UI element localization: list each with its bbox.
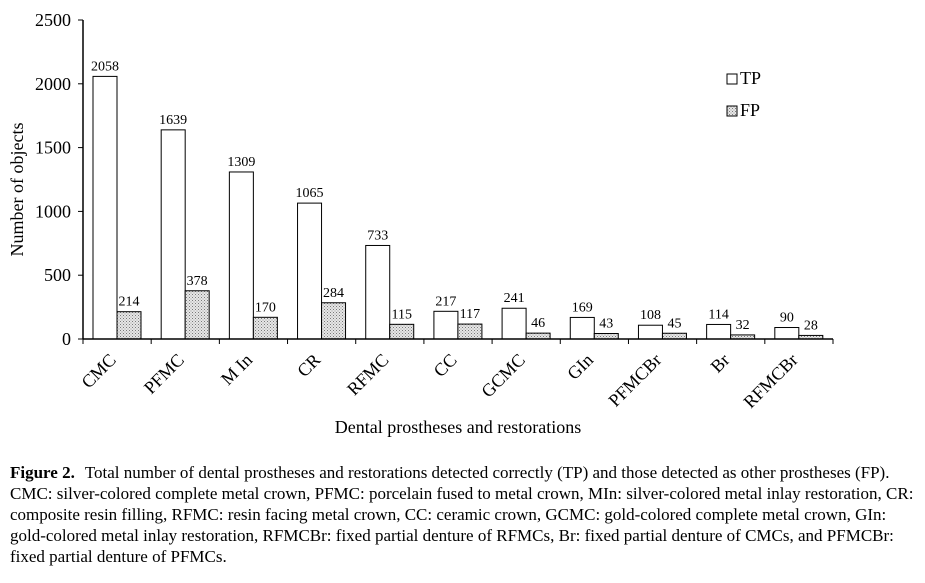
y-tick-label: 2000 xyxy=(35,74,71,94)
fp-bar-gcmc xyxy=(525,332,551,340)
x-tick-label: M In xyxy=(217,350,256,389)
figure-label: Figure 2. xyxy=(10,463,75,482)
tp-data-label: 241 xyxy=(504,291,525,306)
tp-data-label: 1065 xyxy=(296,186,324,201)
tp-data-label: 108 xyxy=(640,308,661,323)
tp-bar-rfmc xyxy=(365,244,391,340)
x-tick-label: PFMCBr xyxy=(604,350,665,411)
x-axis-label: Dental prostheses and restorations xyxy=(335,417,581,437)
fp-bar-pfmc xyxy=(184,290,210,340)
tp-bar-br xyxy=(706,323,732,340)
fp-data-label: 214 xyxy=(119,295,140,310)
fp-legend-swatch xyxy=(726,105,738,117)
tp-data-label: 1309 xyxy=(227,155,255,170)
tp-bar-gcmc xyxy=(501,307,527,340)
bar-chart: 0 500 1000 1500 2000 2500 2058 214 1639 378 1309 1… xyxy=(7,10,834,437)
fp-bar-cmc xyxy=(116,311,142,340)
tp-legend-swatch xyxy=(726,73,738,85)
fp-bar-gin xyxy=(593,333,619,340)
tp-bar-rfmcbr xyxy=(774,327,800,340)
bars: 2058 214 1639 378 1309 170 1065 284 733 115 217 117… xyxy=(91,59,824,340)
y-tick-label: 1000 xyxy=(35,201,71,221)
legend: TP FP xyxy=(726,68,761,120)
y-tick-label: 0 xyxy=(62,329,71,349)
tp-legend-label: TP xyxy=(740,68,761,88)
figure-caption-text: Total number of dental prostheses and re… xyxy=(10,463,914,566)
x-tick-label: CMC xyxy=(77,350,119,392)
tp-bar-gin xyxy=(569,316,595,340)
fp-data-label: 28 xyxy=(804,318,818,333)
fp-legend-label: FP xyxy=(740,100,760,120)
x-tick-label: CR xyxy=(293,350,324,381)
fp-data-label: 378 xyxy=(187,274,208,289)
tp-bar-cr xyxy=(297,202,323,340)
x-tick-label: GCMC xyxy=(477,350,529,402)
tp-bar-m-in xyxy=(228,171,254,340)
tp-data-label: 733 xyxy=(367,228,388,243)
tp-data-label: 114 xyxy=(708,307,728,322)
fp-bar-m-in xyxy=(252,316,278,340)
fp-bar-pfmcbr xyxy=(661,332,687,340)
fp-data-label: 170 xyxy=(255,300,276,315)
y-tick-label: 2500 xyxy=(35,10,71,30)
fp-data-label: 45 xyxy=(667,316,681,331)
y-tick-label: 1500 xyxy=(35,138,71,158)
fp-data-label: 43 xyxy=(599,317,613,332)
tp-data-label: 217 xyxy=(435,294,456,309)
fp-bar-rfmc xyxy=(389,323,415,340)
x-tick-label: Br xyxy=(707,350,734,377)
tp-bar-cc xyxy=(433,310,459,340)
fp-data-label: 284 xyxy=(323,286,344,301)
fp-data-label: 32 xyxy=(736,318,750,333)
y-axis-label: Number of objects xyxy=(7,123,27,257)
tp-data-label: 2058 xyxy=(91,59,119,74)
x-tick-label: CC xyxy=(430,350,461,381)
x-tick-label: GIn xyxy=(563,350,597,384)
y-tick-label: 500 xyxy=(44,265,71,285)
tp-data-label: 90 xyxy=(780,311,794,326)
tp-data-label: 1639 xyxy=(159,113,187,128)
x-tick-label: PFMC xyxy=(140,350,188,398)
tp-data-label: 169 xyxy=(572,300,593,315)
x-tick-label: RFMC xyxy=(343,350,393,400)
y-axis-ticks: 0 500 1000 1500 2000 2500 xyxy=(35,10,83,349)
fp-data-label: 46 xyxy=(531,316,545,331)
tp-bar-pfmc xyxy=(160,129,186,340)
x-tick-label: RFMCBr xyxy=(739,350,801,412)
fp-bar-cr xyxy=(321,302,347,340)
tp-bar-cmc xyxy=(92,75,118,340)
fp-bar-cc xyxy=(457,323,483,340)
tp-bar-pfmcbr xyxy=(637,324,663,340)
fp-data-label: 117 xyxy=(460,307,480,322)
x-axis-ticks: CMC PFMC M In CR RFMC CC GCMC GIn PFMCBr Br RFMCBr xyxy=(77,339,834,412)
fp-data-label: 115 xyxy=(391,307,411,322)
figure-caption: Figure 2. Total number of dental prosthe… xyxy=(10,462,915,567)
